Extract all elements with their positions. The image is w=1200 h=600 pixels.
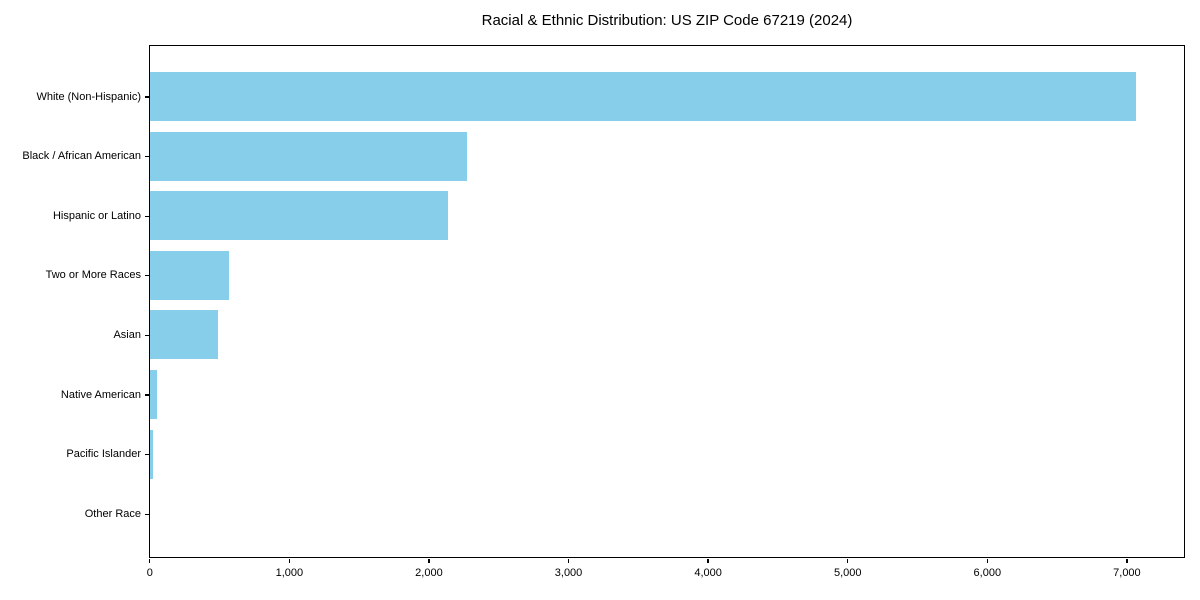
x-tick-label: 2,000 — [415, 566, 443, 579]
y-tick-mark — [144, 96, 149, 98]
x-tick-mark — [986, 558, 988, 563]
bar-white-non-hispanic — [150, 72, 1137, 121]
x-tick-label: 1,000 — [275, 566, 304, 579]
x-tick-mark — [567, 558, 570, 563]
y-tick-mark — [144, 394, 149, 396]
y-axis: White (Non-Hispanic) Black / African Amer… — [0, 45, 149, 558]
y-tick-mark — [144, 513, 149, 515]
y-tick-mark — [144, 453, 149, 456]
y-tick-label: Black / African American — [22, 150, 141, 163]
y-tick-mark — [144, 215, 149, 217]
y-tick-mark — [144, 275, 149, 277]
x-tick-label: 4,000 — [694, 566, 722, 579]
bar-hispanic-or-latino — [150, 191, 448, 241]
x-tick-mark — [1126, 558, 1128, 563]
bar-black-african-american — [150, 131, 468, 181]
x-tick-mark — [707, 558, 709, 563]
x-tick-label: 3,000 — [554, 566, 583, 579]
bar-pacific-islander — [150, 429, 153, 479]
plot-area — [149, 45, 1185, 558]
x-tick-label: 5,000 — [833, 566, 862, 579]
x-tick-mark — [288, 558, 290, 563]
y-tick-label: Native American — [60, 388, 141, 401]
x-tick-label: 6,000 — [973, 566, 1002, 579]
chart-title: Racial & Ethnic Distribution: US ZIP Cod… — [481, 12, 853, 29]
y-tick-label: Two or More Races — [45, 269, 141, 282]
x-tick-mark — [149, 558, 151, 563]
bar-native-american — [150, 370, 157, 419]
y-tick-label: Other Race — [84, 507, 141, 520]
y-tick-label: Asian — [113, 328, 141, 341]
y-tick-label: Hispanic or Latino — [52, 209, 141, 222]
y-tick-mark — [144, 155, 149, 158]
x-tick-label: 7,000 — [1113, 566, 1141, 579]
x-axis: 0 1,000 2,000 3,000 4,000 5,000 6,000 7,000 — [147, 558, 1185, 593]
bar-two-or-more-races — [150, 250, 229, 300]
y-tick-label: White (Non-Hispanic) — [36, 90, 141, 103]
x-tick-mark — [847, 558, 849, 563]
y-tick-mark — [144, 334, 149, 337]
bar-asian — [150, 310, 218, 360]
x-tick-label: 0 — [146, 566, 153, 579]
x-tick-mark — [428, 558, 430, 563]
y-tick-label: Pacific Islander — [66, 448, 141, 461]
